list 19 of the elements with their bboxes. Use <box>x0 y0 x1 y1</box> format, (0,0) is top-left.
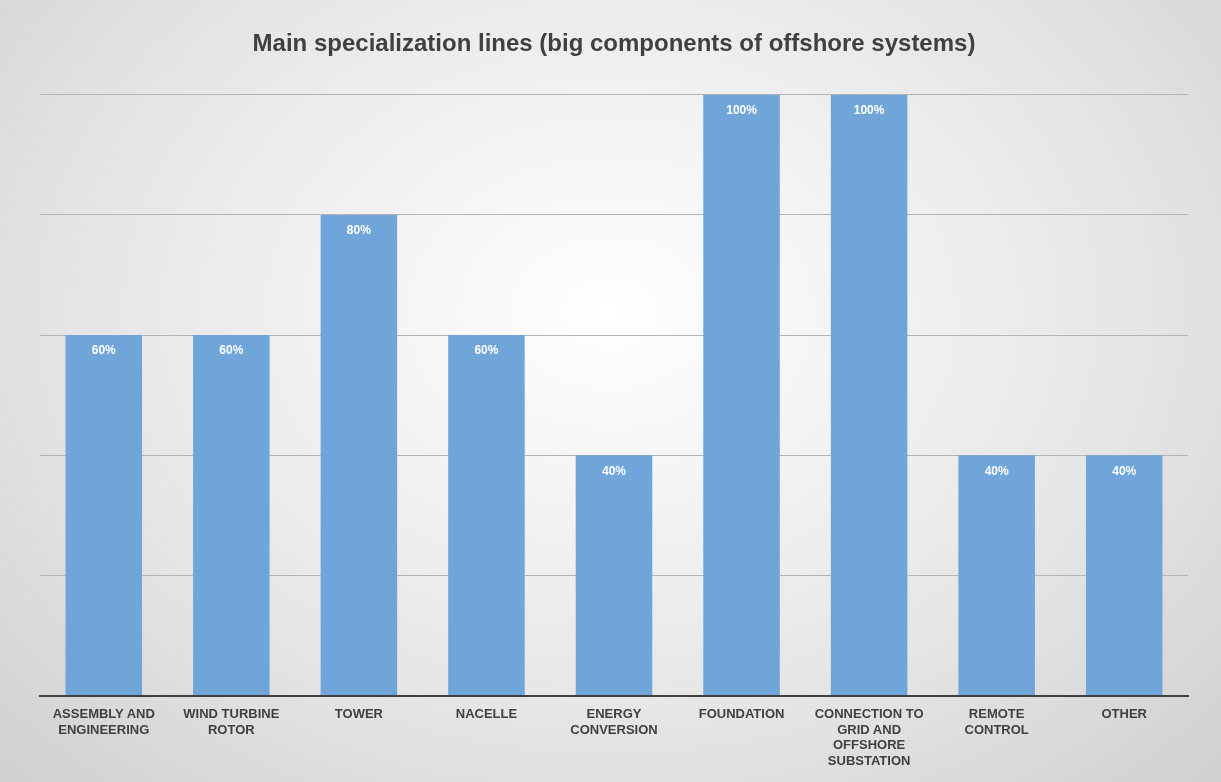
x-tick-label: FOUNDATION <box>698 705 785 721</box>
x-tick-label: CONNECTION TO GRID AND OFFSHORE SUBSTATION <box>814 705 924 768</box>
data-label: 60% <box>474 343 499 358</box>
x-tick-label: REMOTE CONTROL <box>964 705 1029 737</box>
data-label: 40% <box>1112 463 1137 478</box>
data-label: 40% <box>984 463 1009 478</box>
x-tick-label: ENERGY CONVERSION <box>570 705 658 737</box>
data-label: 60% <box>91 343 117 358</box>
x-tick-label: ASSEMBLY AND ENGINEERING <box>52 705 155 737</box>
x-tick-label: NACELLE <box>455 705 518 721</box>
chart-title: Main specialization lines (big components of offshore systems) <box>252 29 976 57</box>
x-tick-label: OTHER <box>1101 705 1148 721</box>
data-label: 80% <box>346 223 372 238</box>
data-label: 100% <box>853 103 885 118</box>
data-label: 60% <box>219 343 244 358</box>
x-tick-label: WIND TURBINE ROTOR <box>183 705 280 737</box>
data-label: 40% <box>601 463 627 478</box>
x-tick-label: TOWER <box>334 705 384 721</box>
data-label: 100% <box>726 103 758 118</box>
